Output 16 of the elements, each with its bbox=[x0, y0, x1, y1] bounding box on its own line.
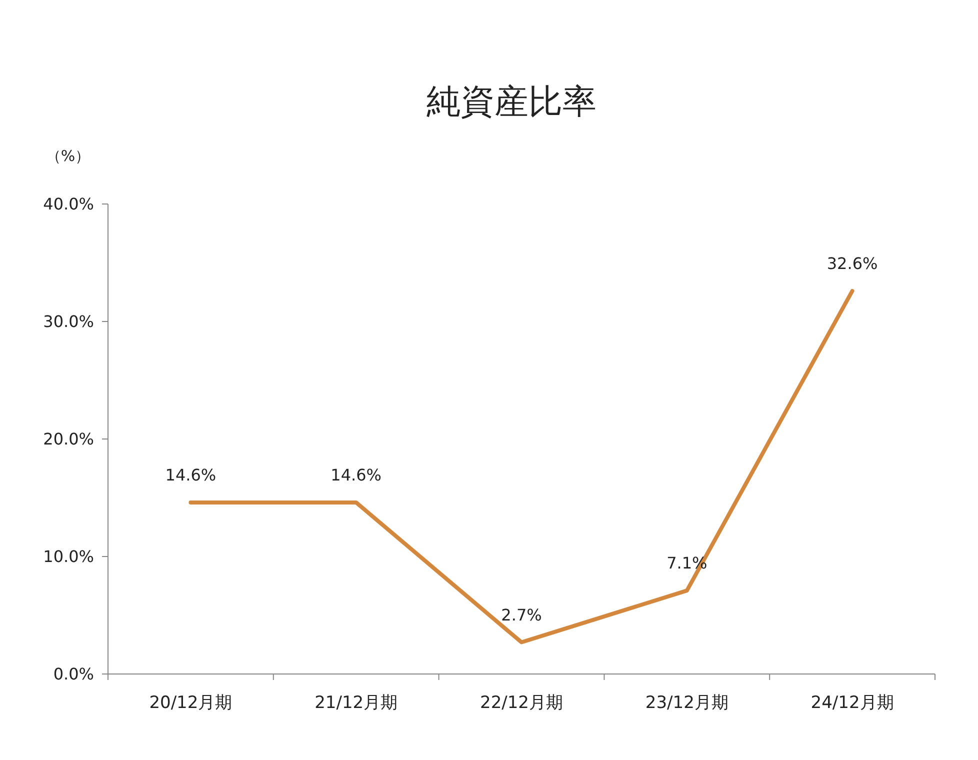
text: 14.6% bbox=[330, 465, 382, 484]
text: 14.6% bbox=[165, 465, 216, 484]
y-tick-label: 10.0% bbox=[43, 547, 94, 566]
x-tick-label: 20/12月期 bbox=[149, 693, 232, 713]
y-axis-title: （%） bbox=[46, 147, 90, 165]
x-tick-label: 21/12月期 bbox=[314, 693, 398, 713]
text: 32.6% bbox=[826, 254, 878, 273]
text: 2.7% bbox=[501, 605, 542, 624]
x-tick-label: 22/12月期 bbox=[480, 693, 563, 713]
y-tick-label: 40.0% bbox=[43, 194, 94, 214]
x-tick-label: 24/12月期 bbox=[810, 693, 894, 713]
y-tick-label: 20.0% bbox=[43, 430, 94, 449]
chart-title: 純資産比率 bbox=[426, 82, 596, 122]
y-tick-label: 30.0% bbox=[43, 312, 94, 332]
x-tick-label: 23/12月期 bbox=[645, 693, 728, 713]
y-tick-label: 0.0% bbox=[53, 664, 94, 684]
